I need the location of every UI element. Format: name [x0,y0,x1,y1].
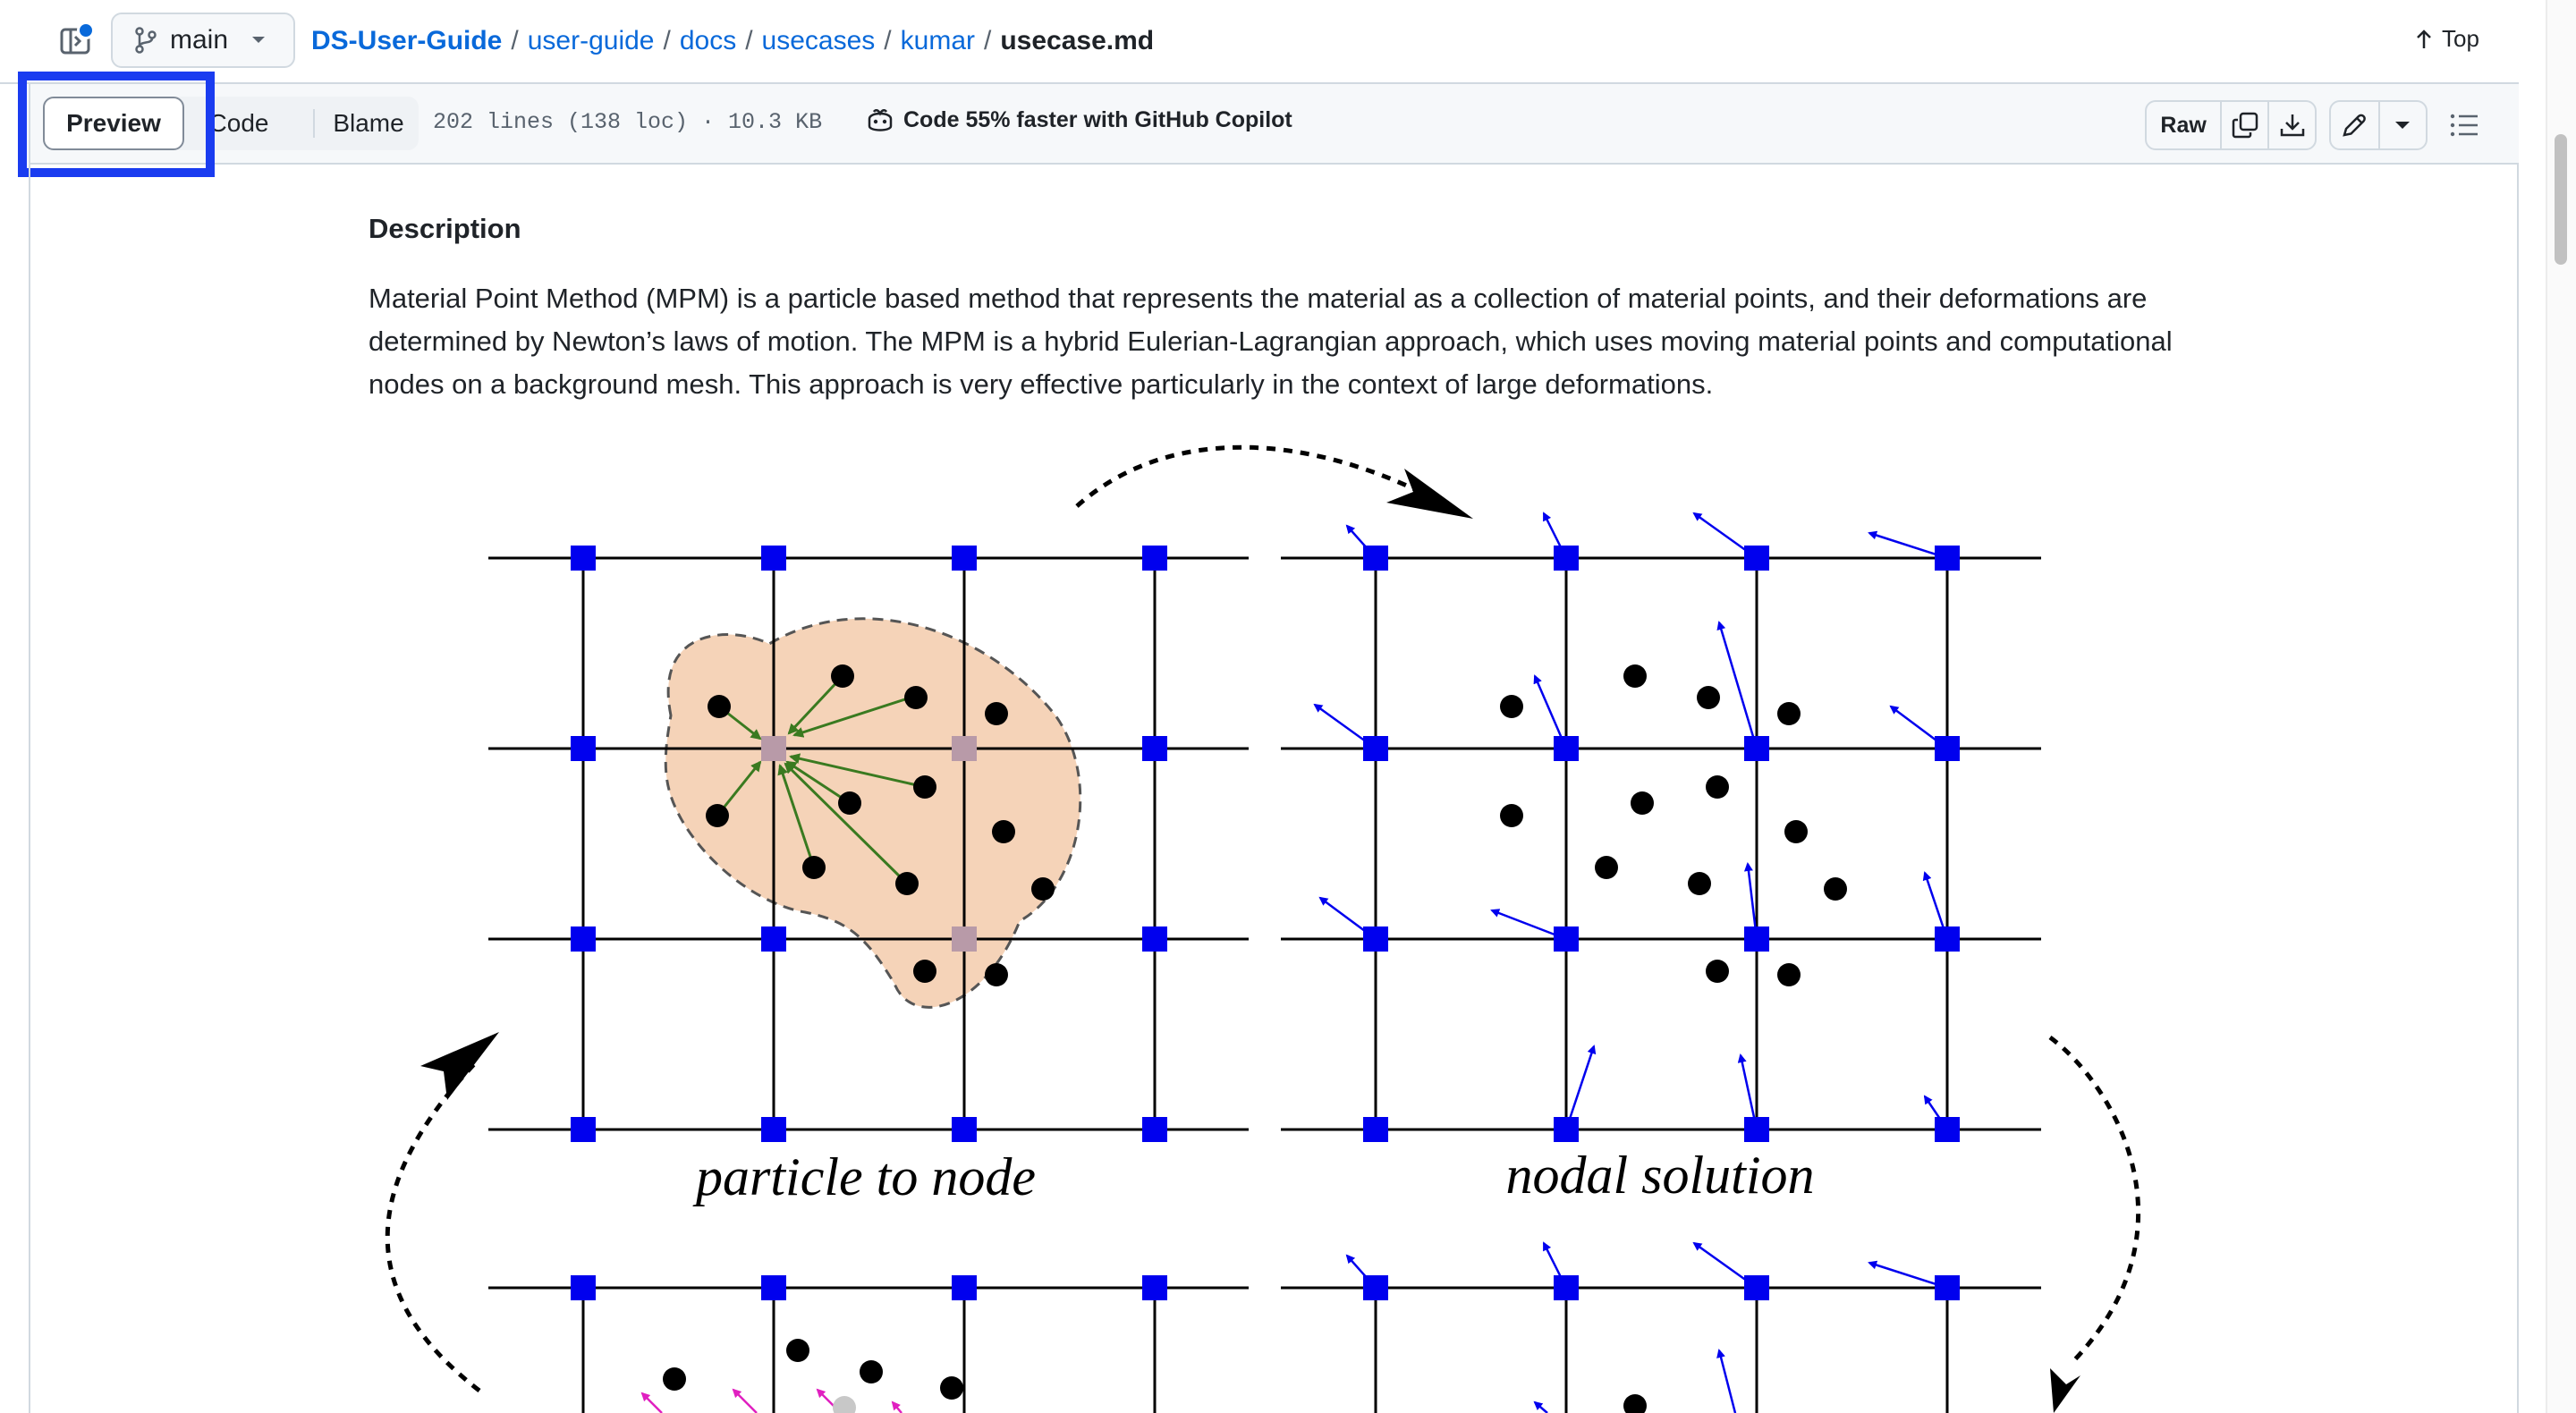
breadcrumb-separator: / [511,26,519,55]
edit-actions-group [2329,100,2428,150]
pencil-icon [2343,114,2367,137]
cycle-arrowhead [2050,1368,2080,1413]
view-mode-segmented-control: Preview Code Blame [43,97,419,150]
breadcrumb-separator: / [884,26,892,55]
arrow-up-icon [2417,29,2431,48]
breadcrumb-link-usecases[interactable]: usecases [761,26,876,55]
cycle-arrowhead [1386,469,1473,519]
file-toolbar: Preview Code Blame 202 lines (138 loc) ·… [29,84,2519,165]
breadcrumb-link-user-guide[interactable]: user-guide [527,26,655,55]
breadcrumb-separator: / [663,26,671,55]
markdown-content-frame [29,165,2519,1413]
section-heading: Description [369,213,521,244]
edit-file-button[interactable] [2331,102,2380,148]
sidebar-toggle-button[interactable] [52,18,98,64]
caption-nodal-solution: nodal solution [1505,1146,1814,1205]
breadcrumb-repo-link[interactable]: DS-User-Guide [311,26,503,55]
code-tab[interactable]: Code [208,109,269,137]
blame-tab[interactable]: Blame [333,109,404,137]
particle-to-node-panel: particle to node [488,546,1249,1206]
material-region [664,617,1082,1009]
branch-selector-button[interactable]: main [111,13,295,68]
bottom-left-panel [488,1275,1249,1413]
git-branch-icon [135,27,157,54]
list-unordered-icon [2450,114,2478,137]
copilot-icon [868,108,893,131]
caption-particle-to-node: particle to node [692,1147,1036,1206]
page-scrollbar-thumb[interactable] [2555,134,2567,265]
breadcrumb-link-docs[interactable]: docs [679,26,737,55]
copy-raw-button[interactable] [2222,102,2270,148]
segment-divider [313,109,315,138]
chevron-down-icon [2395,122,2411,129]
cycle-arrows [385,444,2141,1392]
cycle-arrowhead [420,1032,499,1100]
file-actions-group: Raw [2145,100,2317,150]
sidebar-expand-icon [60,28,90,55]
raw-label: Raw [2160,112,2207,138]
file-meta-info: 202 lines (138 loc) · 10.3 KB [433,109,823,135]
copy-icon [2232,112,2258,139]
download-icon [2280,114,2304,137]
breadcrumb-separator: / [745,26,753,55]
notification-dot [77,21,95,39]
copilot-promo-label: Code 55% faster with GitHub Copilot [903,107,1292,132]
bottom-right-panel [1281,1241,2041,1413]
branch-name: main [170,25,229,55]
breadcrumb-current-file: usecase.md [1000,26,1155,55]
edit-options-dropdown[interactable] [2380,102,2426,148]
breadcrumb: DS-User-Guide / user-guide / docs / usec… [311,25,1154,57]
nodal-solution-panel: nodal solution [1281,512,2041,1205]
preview-tab[interactable]: Preview [43,97,184,150]
raw-button[interactable]: Raw [2147,102,2223,148]
outline-toggle-button[interactable] [2449,111,2479,144]
back-to-top-label: Top [2442,25,2479,52]
back-to-top-link[interactable]: Top [2415,25,2479,53]
breadcrumb-separator: / [984,26,992,55]
chevron-down-icon [252,37,266,43]
file-header-bar: main DS-User-Guide / user-guide / docs /… [0,0,2519,84]
download-button[interactable] [2269,102,2315,148]
copilot-promo-link[interactable]: Code 55% faster with GitHub Copilot [866,107,1292,133]
mpm-diagram: particle to node [385,444,2141,1413]
annotation-highlight-box [18,72,215,177]
breadcrumb-link-kumar[interactable]: kumar [900,26,975,55]
description-paragraph: Material Point Method (MPM) is a particl… [369,283,2173,400]
